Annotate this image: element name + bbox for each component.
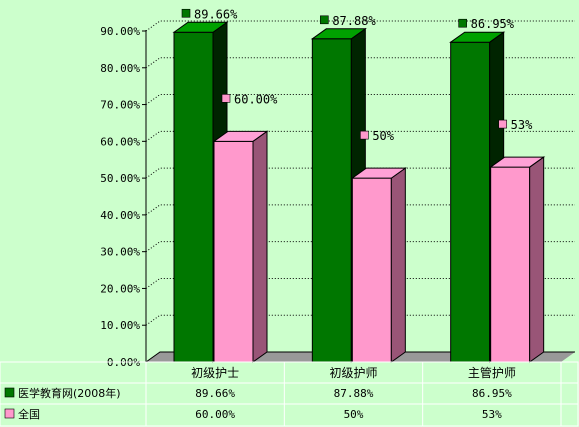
legend-swatch	[4, 387, 15, 398]
gridline	[145, 351, 575, 363]
bar	[489, 156, 546, 363]
data-label: 60.00%	[234, 92, 278, 106]
bar-front	[311, 38, 352, 363]
data-label-key	[498, 119, 507, 129]
bar-side	[252, 130, 268, 363]
bar-side	[390, 167, 406, 363]
bar-top	[489, 156, 546, 168]
data-label-key	[360, 130, 369, 140]
bar-top	[449, 31, 506, 43]
bar	[350, 167, 407, 363]
table-cell-value: 87.88%	[334, 387, 374, 400]
legend-series-name: 医学教育网(2008年)	[18, 386, 121, 400]
x-category-label: 初级护师	[329, 366, 377, 380]
y-tick-label: 40.00%	[100, 209, 140, 222]
bar-top	[212, 130, 269, 142]
bar-front	[213, 140, 254, 363]
y-tick-label: 50.00%	[100, 172, 140, 185]
bar-front	[450, 41, 491, 363]
bar	[212, 130, 269, 363]
bar-front	[351, 177, 392, 363]
data-label: 87.88%	[332, 14, 376, 28]
y-tick-label: 90.00%	[100, 25, 140, 38]
table-cell-value: 50%	[344, 408, 364, 421]
table-cell-value: 89.66%	[195, 387, 235, 400]
y-tick-label: 10.00%	[100, 319, 140, 332]
data-label-key	[221, 94, 231, 103]
data-label: 53%	[511, 118, 533, 132]
data-label: 89.66%	[194, 7, 238, 21]
legend-swatch	[4, 408, 15, 419]
data-label-key	[181, 8, 191, 18]
bar-front	[173, 31, 214, 363]
y-tick-label: 70.00%	[100, 99, 140, 112]
bar-side	[529, 156, 545, 363]
legend-series-name: 全国	[18, 407, 40, 421]
y-tick-label: 80.00%	[100, 62, 140, 75]
x-category-label: 初级护士	[191, 366, 239, 380]
table-cell-value: 60.00%	[195, 408, 235, 421]
y-tick-label: 20.00%	[100, 282, 140, 295]
bar-front	[490, 166, 531, 363]
y-tick-label: 30.00%	[100, 246, 140, 259]
bar-top	[172, 21, 229, 33]
data-table-border	[0, 361, 579, 427]
y-tick-label: 60.00%	[100, 135, 140, 148]
bar-top	[350, 167, 407, 179]
data-label-key	[458, 18, 467, 28]
data-label: 50%	[372, 129, 394, 143]
bar-top	[310, 28, 367, 40]
x-category-label: 主管护师	[468, 365, 516, 380]
data-label: 86.95%	[471, 17, 515, 31]
table-cell-value: 86.95%	[472, 387, 512, 400]
table-cell-value: 53%	[482, 408, 502, 421]
data-label-key	[320, 15, 329, 25]
